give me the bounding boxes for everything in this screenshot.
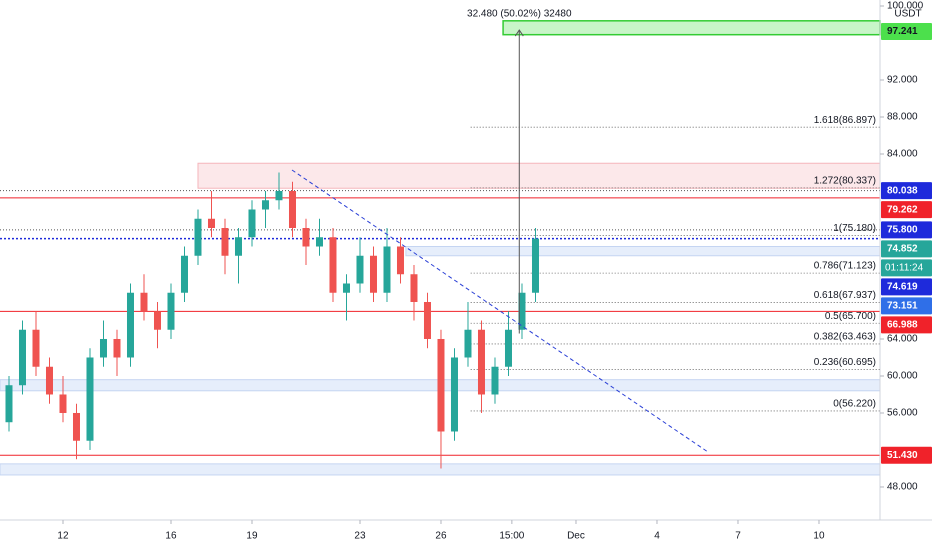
candle-body — [32, 329, 40, 367]
y-tick-label: 88.000 — [887, 112, 918, 123]
measure-label: 32.480 (50.02%) 32480 — [467, 9, 572, 20]
y-tick-label: 84.000 — [887, 149, 918, 160]
candle-body — [518, 292, 526, 330]
price-badge-label: 74.852 — [887, 243, 918, 254]
candle-body — [410, 274, 418, 302]
price-badge — [881, 23, 932, 41]
zone — [197, 162, 881, 189]
candle-body — [315, 237, 323, 247]
candle-body — [5, 385, 13, 423]
fib-label: 0.5(65.700) — [825, 311, 876, 322]
price-badge — [881, 240, 932, 258]
candle-body — [99, 338, 107, 358]
candle-body — [153, 311, 161, 330]
candle-body — [396, 246, 404, 275]
zone — [405, 245, 881, 257]
plot-area: 1.618(86.897) 1.272(80.337) 1(75.180) 0.786… — [0, 9, 881, 476]
price-badge-label: 74.619 — [887, 281, 918, 292]
price-badge-label: 80.038 — [887, 185, 918, 196]
x-tick-label: 16 — [165, 531, 177, 542]
price-badge — [881, 446, 932, 464]
price-badge — [881, 221, 932, 239]
candle-body — [437, 338, 445, 432]
candle-body — [491, 366, 499, 395]
candle-body — [18, 329, 26, 386]
candle-body — [261, 200, 269, 210]
candle-body — [450, 357, 458, 432]
target-box — [502, 20, 881, 36]
candle-body — [288, 190, 296, 228]
x-tick-label: 4 — [654, 531, 660, 542]
candle-body — [180, 255, 188, 293]
y-tick-label: 56.000 — [887, 408, 918, 419]
candle-body — [221, 227, 229, 256]
fib-label: 1(75.180) — [833, 223, 876, 234]
candle-body — [302, 227, 310, 247]
fib-label: 0.786(71.123) — [814, 261, 876, 272]
x-tick-label: 19 — [246, 531, 258, 542]
price-badge — [881, 182, 932, 200]
candle-body — [45, 366, 53, 395]
candle-body — [59, 394, 67, 413]
fib-label: 0.236(60.695) — [814, 357, 876, 368]
candle-body — [167, 292, 175, 330]
x-tick-label: 23 — [354, 531, 366, 542]
fib-label: 1.272(80.337) — [814, 176, 876, 187]
fib-label: 0(56.220) — [833, 399, 876, 410]
price-badge-label: 73.151 — [887, 300, 918, 311]
candle-body — [423, 301, 431, 339]
candle-body — [140, 292, 148, 312]
candle-body — [369, 255, 377, 293]
x-tick-label: 7 — [735, 531, 741, 542]
price-badge — [881, 316, 932, 334]
candle-body — [531, 238, 539, 293]
candle-body — [72, 412, 80, 441]
x-tick-label: 26 — [435, 531, 447, 542]
candle-body — [194, 218, 202, 256]
candle-body — [356, 255, 364, 284]
fib-label: 0.382(63.463) — [814, 332, 876, 343]
y-tick-label: 92.000 — [887, 75, 918, 86]
fib-label: 0.618(67.937) — [814, 290, 876, 301]
candle-body — [113, 338, 121, 358]
candle-body — [464, 329, 472, 358]
price-badge — [881, 201, 932, 219]
candle-body — [126, 292, 134, 358]
candle-body — [248, 209, 256, 238]
x-tick-label: 15:00 — [499, 531, 524, 542]
candle-body — [504, 329, 512, 367]
price-badge — [881, 297, 932, 315]
candle-body — [234, 237, 242, 256]
candle-body — [329, 237, 337, 293]
y-tick-label: 48.000 — [887, 482, 918, 493]
candle-body — [275, 190, 283, 201]
candle-body — [342, 283, 350, 293]
x-tick-label: 10 — [813, 531, 825, 542]
candle-body — [207, 218, 215, 228]
quote-currency: USDT — [894, 9, 921, 20]
price-badge-label: 51.430 — [887, 450, 918, 461]
y-tick-label: 60.000 — [887, 371, 918, 382]
zone — [0, 463, 881, 476]
price-badge — [881, 278, 932, 296]
measure-arrow — [514, 29, 524, 37]
countdown-badge — [881, 259, 932, 277]
price-badge-label: 75.800 — [887, 224, 918, 235]
y-tick-label: 64.000 — [887, 334, 918, 345]
fib-label: 1.618(86.897) — [814, 115, 876, 126]
candle-body — [86, 357, 94, 441]
x-tick-label: Dec — [567, 531, 585, 542]
x-tick-label: 12 — [57, 531, 69, 542]
y-tick-label: 100.000 — [887, 1, 924, 12]
price-badge-label: 66.988 — [887, 319, 918, 330]
price-badge-label: 79.262 — [887, 204, 918, 215]
candle-body — [383, 246, 391, 293]
countdown: 01:11:24 — [885, 262, 924, 273]
price-badge-label: 97.241 — [887, 26, 918, 37]
candle-body — [477, 329, 485, 395]
